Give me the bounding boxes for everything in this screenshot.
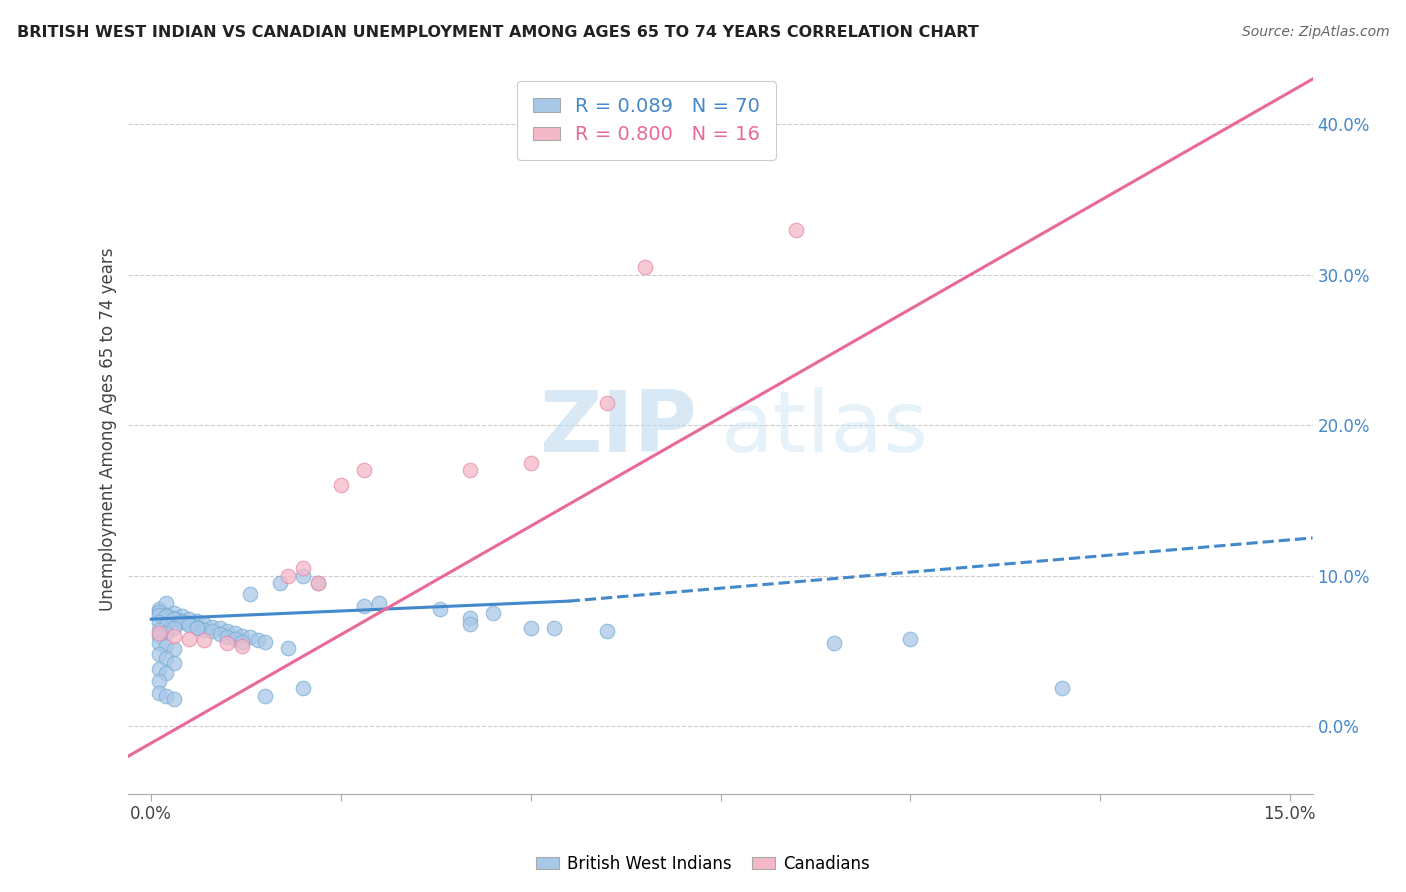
Point	[148, 662, 170, 676]
Point	[186, 614, 208, 628]
Point	[163, 621, 186, 635]
Point	[231, 639, 253, 653]
Point	[208, 621, 231, 635]
Point	[179, 612, 201, 626]
Point	[823, 636, 845, 650]
Point	[543, 621, 565, 635]
Text: atlas: atlas	[720, 387, 928, 470]
Point	[353, 463, 375, 477]
Point	[239, 630, 262, 644]
Point	[163, 606, 186, 620]
Point	[201, 620, 224, 634]
Point	[170, 614, 193, 628]
Point	[277, 568, 299, 582]
Legend: British West Indians, Canadians: British West Indians, Canadians	[529, 848, 877, 880]
Point	[193, 616, 215, 631]
Point	[224, 625, 246, 640]
Point	[155, 689, 177, 703]
Point	[595, 395, 617, 409]
Point	[368, 596, 391, 610]
Point	[458, 616, 481, 631]
Point	[224, 632, 246, 646]
Point	[148, 647, 170, 661]
Point	[208, 627, 231, 641]
Point	[163, 629, 186, 643]
Point	[193, 633, 215, 648]
Y-axis label: Unemployment Among Ages 65 to 74 years: Unemployment Among Ages 65 to 74 years	[100, 247, 117, 611]
Point	[519, 456, 541, 470]
Point	[217, 636, 239, 650]
Point	[163, 656, 186, 670]
Point	[148, 607, 170, 622]
Point	[217, 630, 239, 644]
Point	[193, 623, 215, 637]
Point	[519, 621, 541, 635]
Point	[170, 615, 193, 630]
Point	[1050, 681, 1073, 696]
Point	[292, 568, 315, 582]
Point	[898, 632, 921, 646]
Point	[186, 621, 208, 635]
Point	[201, 624, 224, 639]
Point	[179, 632, 201, 646]
Point	[155, 639, 177, 653]
Point	[155, 596, 177, 610]
Point	[163, 642, 186, 657]
Point	[148, 625, 170, 640]
Point	[163, 610, 186, 624]
Point	[148, 673, 170, 688]
Point	[277, 640, 299, 655]
Point	[170, 609, 193, 624]
Text: Source: ZipAtlas.com: Source: ZipAtlas.com	[1241, 25, 1389, 39]
Point	[163, 692, 186, 706]
Point	[633, 260, 655, 274]
Point	[148, 605, 170, 619]
Point	[155, 607, 177, 622]
Point	[155, 625, 177, 640]
Point	[254, 634, 277, 648]
Point	[148, 686, 170, 700]
Point	[155, 651, 177, 665]
Point	[148, 623, 170, 637]
Point	[163, 612, 186, 626]
Point	[330, 478, 353, 492]
Point	[148, 615, 170, 630]
Point	[231, 629, 253, 643]
Point	[231, 634, 253, 648]
Point	[458, 463, 481, 477]
Point	[246, 633, 269, 648]
Point	[155, 609, 177, 624]
Point	[269, 576, 291, 591]
Point	[186, 620, 208, 634]
Point	[155, 666, 177, 681]
Point	[155, 618, 177, 632]
Point	[148, 629, 170, 643]
Point	[307, 576, 329, 591]
Text: ZIP: ZIP	[538, 387, 697, 470]
Point	[292, 561, 315, 575]
Point	[179, 618, 201, 632]
Text: BRITISH WEST INDIAN VS CANADIAN UNEMPLOYMENT AMONG AGES 65 TO 74 YEARS CORRELATI: BRITISH WEST INDIAN VS CANADIAN UNEMPLOY…	[17, 25, 979, 40]
Point	[254, 689, 277, 703]
Point	[429, 601, 451, 615]
Point	[148, 636, 170, 650]
Point	[353, 599, 375, 613]
Point	[458, 610, 481, 624]
Point	[307, 576, 329, 591]
Point	[239, 586, 262, 600]
Point	[217, 624, 239, 639]
Point	[595, 624, 617, 639]
Point	[148, 601, 170, 615]
Legend: R = 0.089   N = 70, R = 0.800   N = 16: R = 0.089 N = 70, R = 0.800 N = 16	[517, 81, 776, 160]
Point	[785, 222, 807, 236]
Point	[292, 681, 315, 696]
Point	[481, 606, 503, 620]
Point	[179, 616, 201, 631]
